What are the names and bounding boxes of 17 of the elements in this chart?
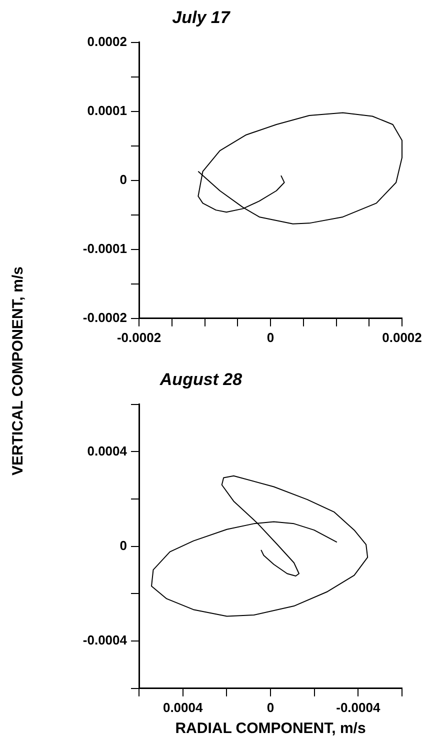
- y-tick-label: 0.0001: [87, 102, 127, 118]
- x-tick-label: 0.0002: [382, 330, 422, 345]
- x-tick-label: 0: [266, 330, 274, 345]
- y-axis-title: VERTICAL COMPONENT, m/s: [10, 266, 26, 476]
- x-tick-label: 0.0004: [162, 700, 204, 715]
- x-tick-label: 0: [266, 700, 274, 715]
- y-tick-label: -0.0001: [82, 240, 127, 256]
- y-tick-label: 0: [120, 538, 127, 553]
- y-tick-label: -0.0004: [82, 632, 128, 648]
- y-tick-label: 0.0004: [87, 443, 128, 458]
- y-tick-label: -0.0002: [82, 310, 127, 325]
- x-tick-label: -0.0004: [336, 700, 381, 715]
- chart-title: July 17: [172, 8, 232, 27]
- x-axis-title: RADIAL COMPONENT, m/s: [175, 720, 366, 738]
- chart-title: August 28: [158, 370, 243, 389]
- y-tick-label: 0.0002: [87, 34, 127, 49]
- y-tick-label: 0: [120, 172, 127, 187]
